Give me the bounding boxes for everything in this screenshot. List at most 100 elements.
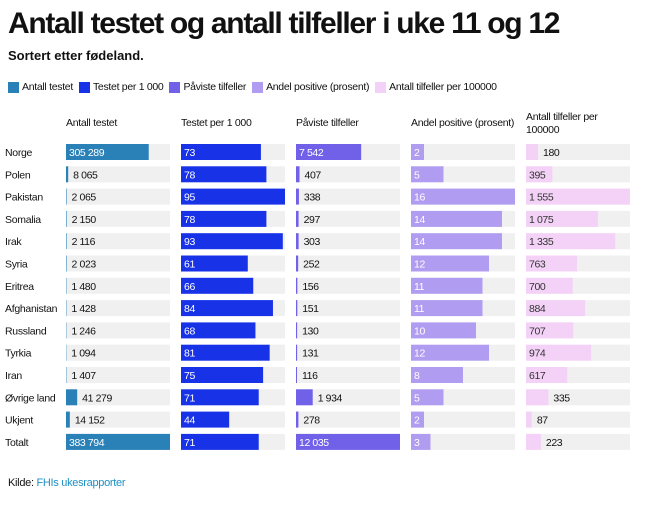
bar-background <box>411 411 515 428</box>
data-label: 78 <box>184 169 195 181</box>
legend-swatch-tilfeller-per-100000 <box>375 81 387 93</box>
bar-background <box>526 144 630 160</box>
bar <box>411 188 515 205</box>
data-label: 12 <box>414 348 425 360</box>
legend-item-testet-per-1000: Testet per 1 000 <box>78 80 164 94</box>
bar <box>66 144 149 160</box>
bar <box>411 389 444 406</box>
bar <box>411 322 476 339</box>
bar <box>66 233 67 250</box>
row-label: Pakistan <box>5 192 43 204</box>
legend-item-andel-positive: Andel positive (prosent) <box>252 80 369 94</box>
data-label: 61 <box>184 259 195 271</box>
legend-swatch-andel-positive <box>252 81 264 93</box>
row-label: Russland <box>5 325 47 337</box>
data-label: 151 <box>302 303 319 315</box>
bar-background <box>296 411 400 428</box>
data-label: 338 <box>304 192 321 204</box>
bar <box>411 277 483 294</box>
data-label: 223 <box>546 437 563 449</box>
source-prefix: Kilde: <box>8 477 37 489</box>
bar-background <box>411 433 515 450</box>
bar <box>296 367 298 383</box>
bar <box>526 233 616 250</box>
bar <box>526 188 630 205</box>
bar-background <box>296 277 400 294</box>
bar <box>296 277 298 294</box>
bar <box>181 188 285 205</box>
data-label: 335 <box>553 392 570 404</box>
bar <box>411 233 502 250</box>
data-label: 2 116 <box>72 236 96 248</box>
bar-background <box>66 389 170 406</box>
data-label: 14 152 <box>75 415 105 427</box>
data-label: 1 480 <box>71 281 96 293</box>
bar <box>181 233 283 250</box>
data-label: 12 <box>414 259 425 271</box>
legend-label-andel-positive: Andel positive (prosent) <box>266 81 370 93</box>
bar <box>181 322 256 339</box>
bar-background <box>66 233 170 250</box>
data-label: 2 150 <box>72 214 97 226</box>
data-label: 2 065 <box>72 192 97 204</box>
bar <box>526 389 549 406</box>
bar <box>66 188 67 205</box>
bar <box>181 210 267 227</box>
data-label: 617 <box>529 370 546 382</box>
bar-background <box>66 188 170 205</box>
bar <box>296 233 299 250</box>
bar-background <box>296 389 400 406</box>
data-label: 2 <box>414 147 420 159</box>
bar-background <box>296 188 400 205</box>
bar <box>411 344 489 361</box>
legend-swatch-testet-per-1000 <box>78 81 90 93</box>
row-label: Totalt <box>5 437 29 449</box>
bar <box>181 411 230 428</box>
bar <box>526 277 573 294</box>
data-label: 2 <box>414 415 420 427</box>
bar <box>181 367 264 383</box>
bar <box>526 322 574 339</box>
row-label: Ukjent <box>5 415 33 427</box>
data-label: 5 <box>414 392 420 404</box>
data-label: 87 <box>537 415 548 427</box>
bar <box>181 433 259 450</box>
bar <box>411 255 489 272</box>
bar <box>66 389 78 406</box>
legend-swatch-paviste-tilfeller <box>169 81 181 93</box>
data-label: 84 <box>184 303 195 315</box>
data-label: 1 246 <box>71 325 96 337</box>
legend-item-tilfeller-per-100000: Antall tilfeller per 100000 <box>375 80 497 94</box>
data-label: 1 075 <box>529 214 554 226</box>
column-header-2-0: Påviste tilfeller <box>296 117 359 129</box>
data-label: 383 794 <box>69 437 105 449</box>
bar <box>296 166 300 183</box>
data-label: 1 934 <box>318 392 343 404</box>
data-label: 974 <box>529 348 546 360</box>
row-label: Norge <box>5 147 33 159</box>
bar <box>411 144 424 160</box>
bar <box>66 210 67 227</box>
bar-background <box>296 166 400 183</box>
bar-background <box>296 255 400 272</box>
legend: Antall testet Testet per 1 000 Påviste t… <box>8 80 503 94</box>
data-label: 11 <box>414 281 425 293</box>
bar <box>296 255 299 272</box>
data-label: 407 <box>305 169 322 181</box>
data-label: 41 279 <box>82 392 112 404</box>
chart-subtitle: Sortert etter fødeland. <box>8 48 144 63</box>
data-label: 11 <box>414 303 425 315</box>
source-link[interactable]: FHIs ukesrapporter <box>36 477 126 489</box>
column-header-0-0: Antall testet <box>66 117 117 129</box>
data-label: 131 <box>302 348 319 360</box>
bar-background <box>296 210 400 227</box>
bar-background <box>66 344 170 361</box>
data-label: 16 <box>414 192 425 204</box>
bar <box>296 300 298 317</box>
data-label: 297 <box>304 214 321 226</box>
bar <box>526 144 539 160</box>
data-label: 2 023 <box>72 259 97 271</box>
column-header-4-0: Antall tilfeller per <box>526 111 598 123</box>
row-label: Øvrige land <box>5 392 56 404</box>
